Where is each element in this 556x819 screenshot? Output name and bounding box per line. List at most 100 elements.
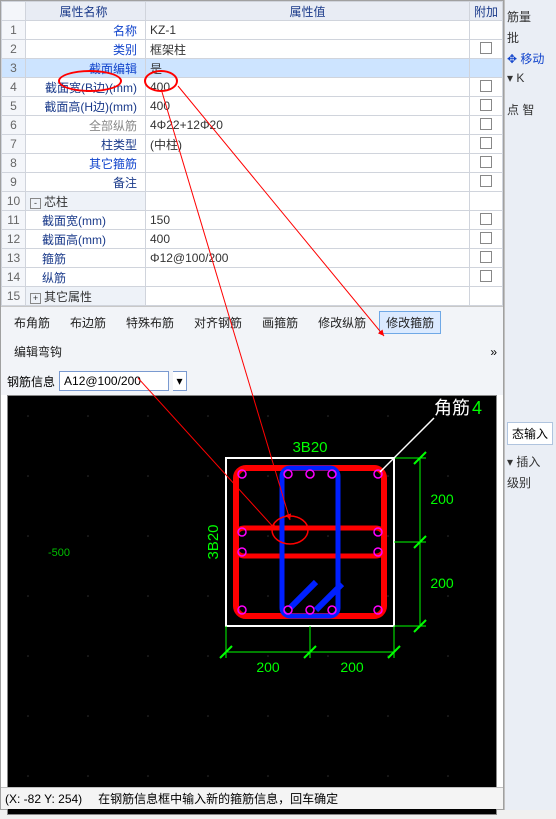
section-diagram: -5002002002002003B203B20角筋4 [8,396,498,816]
side-insert[interactable]: ▾ 插入 [507,453,554,470]
prop-name: 截面高(H边)(mm) [26,97,146,116]
table-row[interactable]: 11截面宽(mm)150 [2,211,503,230]
tool-1[interactable]: 布边筋 [63,311,113,334]
side-smart[interactable]: 智 [522,103,534,117]
prop-name: 名称 [26,21,146,40]
extra-check[interactable] [469,116,502,135]
table-row[interactable]: 8其它箍筋 [2,154,503,173]
table-row[interactable]: 13箍筋Φ12@100/200 [2,249,503,268]
row-num: 13 [2,249,26,268]
prop-value[interactable]: 400 [146,230,470,249]
prop-value[interactable] [146,192,470,211]
prop-value[interactable]: 框架柱 [146,40,470,59]
side-point[interactable]: 点 [507,103,519,117]
side-top-1[interactable]: 筋量 [507,8,554,25]
prop-value[interactable]: 150 [146,211,470,230]
toolbar-overflow[interactable]: » [490,345,497,359]
table-row[interactable]: 1名称KZ-1 [2,21,503,40]
prop-value[interactable] [146,173,470,192]
row-num: 2 [2,40,26,59]
prop-value[interactable] [146,287,470,306]
table-row[interactable]: 9备注 [2,173,503,192]
table-row[interactable]: 3截面编辑是 [2,59,503,78]
row-num: 4 [2,78,26,97]
prop-name: 截面编辑 [26,59,146,78]
header-name: 属性名称 [26,2,146,21]
rebar-label: 钢筋信息 [7,373,55,390]
rebar-input[interactable] [59,371,169,391]
prop-value[interactable] [146,154,470,173]
row-num: 11 [2,211,26,230]
main-panel: 属性名称 属性值 附加 1名称KZ-12类别框架柱3截面编辑是4截面宽(B边)(… [0,0,504,810]
svg-text:200: 200 [430,491,454,507]
prop-name: -芯柱 [26,192,146,211]
prop-name: 柱类型 [26,135,146,154]
svg-text:200: 200 [340,659,364,675]
svg-text:200: 200 [430,575,454,591]
prop-value[interactable]: (中柱) [146,135,470,154]
table-row[interactable]: 2类别框架柱 [2,40,503,59]
row-num: 1 [2,21,26,40]
side-k[interactable]: ▾ K [507,71,554,85]
tool-4[interactable]: 画箍筋 [255,311,305,334]
table-row[interactable]: 14纵筋 [2,268,503,287]
table-row[interactable]: 12截面高(mm)400 [2,230,503,249]
extra-check[interactable] [469,268,502,287]
prop-name: 纵筋 [26,268,146,287]
svg-text:角筋: 角筋 [434,398,470,418]
table-row[interactable]: 6全部纵筋4Φ22+12Φ20 [2,116,503,135]
table-row[interactable]: 4截面宽(B边)(mm)400 [2,78,503,97]
prop-value[interactable]: 4Φ22+12Φ20 [146,116,470,135]
prop-value[interactable]: KZ-1 [146,21,470,40]
table-row[interactable]: 10-芯柱 [2,192,503,211]
row-num: 3 [2,59,26,78]
tool-0[interactable]: 布角筋 [7,311,57,334]
prop-name: 类别 [26,40,146,59]
extra-check[interactable] [469,21,502,40]
tool-3[interactable]: 对齐钢筋 [187,311,249,334]
side-move[interactable]: ✥ 移动 [507,50,554,67]
tool-6[interactable]: 修改箍筋 [379,311,441,334]
rebar-info-row: 钢筋信息 ▾ [1,367,503,395]
svg-text:3B20: 3B20 [292,439,327,456]
table-row[interactable]: 5截面高(H边)(mm)400 [2,97,503,116]
row-num: 6 [2,116,26,135]
row-num: 9 [2,173,26,192]
tool-7[interactable]: 编辑弯钩 [7,340,69,363]
extra-check[interactable] [469,135,502,154]
extra-check[interactable] [469,230,502,249]
side-top-2[interactable]: 批 [507,29,554,46]
prop-name: +其它属性 [26,287,146,306]
tool-5[interactable]: 修改纵筋 [311,311,373,334]
prop-value[interactable]: 是 [146,59,470,78]
extra-check[interactable] [469,287,502,306]
extra-check[interactable] [469,97,502,116]
table-row[interactable]: 7柱类型(中柱) [2,135,503,154]
side-level-label: 级别 [507,476,531,490]
prop-value[interactable]: 400 [146,78,470,97]
row-num: 12 [2,230,26,249]
prop-value[interactable]: 400 [146,97,470,116]
svg-text:-500: -500 [48,547,70,559]
extra-check[interactable] [469,211,502,230]
extra-check[interactable] [469,249,502,268]
property-grid: 属性名称 属性值 附加 1名称KZ-12类别框架柱3截面编辑是4截面宽(B边)(… [1,1,503,306]
side-input-mode[interactable]: 态输入 [507,422,553,445]
prop-value[interactable] [146,268,470,287]
row-num: 15 [2,287,26,306]
prop-name: 备注 [26,173,146,192]
coord-readout: (X: -82 Y: 254) [5,792,82,806]
row-num: 10 [2,192,26,211]
rebar-dropdown[interactable]: ▾ [173,371,187,391]
extra-check[interactable] [469,78,502,97]
header-value: 属性值 [146,2,470,21]
extra-check[interactable] [469,59,502,78]
table-row[interactable]: 15+其它属性 [2,287,503,306]
extra-check[interactable] [469,173,502,192]
section-canvas[interactable]: -5002002002002003B203B20角筋4 [7,395,497,815]
extra-check[interactable] [469,154,502,173]
tool-2[interactable]: 特殊布筋 [119,311,181,334]
extra-check[interactable] [469,192,502,211]
prop-value[interactable]: Φ12@100/200 [146,249,470,268]
extra-check[interactable] [469,40,502,59]
